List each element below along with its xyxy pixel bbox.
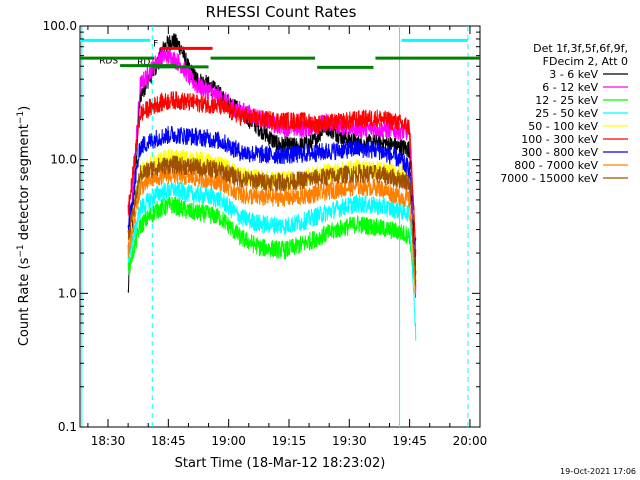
y-label-part-1: Count Rate (s bbox=[17, 257, 32, 346]
y-tick-label: 1.0 bbox=[58, 286, 77, 300]
y-tick-label: 10.0 bbox=[50, 153, 77, 167]
x-tick-label: 19:00 bbox=[211, 434, 246, 448]
legend-entry: 50 - 100 keV bbox=[528, 120, 598, 133]
x-tick-label: 19:15 bbox=[272, 434, 307, 448]
flag-label: RDS bbox=[99, 57, 118, 67]
series-line bbox=[127, 155, 417, 287]
legend-header-line-1: Det 1f,3f,5f,6f,9f, bbox=[533, 42, 628, 55]
series-line bbox=[127, 125, 417, 277]
legend: Det 1f,3f,5f,6f,9f, FDecim 2, Att 0 3 - … bbox=[500, 42, 628, 185]
chart-title: RHESSI Count Rates bbox=[206, 3, 357, 21]
y-tick-label: 100.0 bbox=[43, 19, 77, 33]
series-line bbox=[127, 179, 417, 341]
y-label-part-2: detector segment bbox=[17, 124, 32, 244]
x-tick-label: 18:30 bbox=[91, 434, 126, 448]
plot-frame bbox=[79, 25, 481, 428]
y-axis-label: Count Rate (s−1 detector segment−1) bbox=[16, 106, 32, 346]
series-line bbox=[127, 148, 417, 277]
legend-entry: 100 - 300 keV bbox=[521, 133, 598, 146]
legend-entry: 300 - 800 keV bbox=[521, 146, 598, 159]
legend-entry: 7000 - 15000 keV bbox=[500, 172, 598, 185]
y-label-part-3: ) bbox=[17, 106, 32, 111]
x-tick-label: 20:00 bbox=[453, 434, 488, 448]
series-line bbox=[127, 165, 417, 295]
plot-area bbox=[79, 25, 481, 428]
x-tick-label: 19:30 bbox=[332, 434, 367, 448]
x-axis-label: Start Time (18-Mar-12 18:23:02) bbox=[175, 456, 386, 471]
x-tick-label: 18:45 bbox=[151, 434, 186, 448]
flag-bars: FRD RDS bbox=[80, 38, 480, 69]
y-tick-label: 0.1 bbox=[58, 420, 77, 434]
generation-timestamp: 19-Oct-2021 17:06 bbox=[560, 467, 636, 476]
legend-entry: 12 - 25 keV bbox=[535, 94, 598, 107]
y-label-sup-1: −1 bbox=[16, 244, 26, 257]
flag-label: F bbox=[153, 39, 158, 49]
legend-entry: 3 - 6 keV bbox=[549, 68, 598, 81]
flag-label: RD bbox=[137, 58, 150, 68]
legend-entry: 6 - 12 keV bbox=[542, 81, 598, 94]
legend-entry: 800 - 7000 keV bbox=[514, 159, 598, 172]
legend-entry: 25 - 50 keV bbox=[535, 107, 598, 120]
series-line bbox=[127, 91, 417, 258]
series-line bbox=[127, 33, 417, 293]
y-axis: 0.1 1.0 10.0 100.0 bbox=[43, 19, 480, 434]
x-tick-label: 19:45 bbox=[392, 434, 427, 448]
x-axis: 18:30 18:45 19:00 19:15 19:30 19:45 20:00 bbox=[87, 26, 488, 448]
y-label-sup-2: −1 bbox=[16, 111, 26, 124]
series-line bbox=[127, 196, 417, 288]
series-layer bbox=[127, 33, 417, 341]
legend-header-line-2: FDecim 2, Att 0 bbox=[543, 55, 628, 68]
